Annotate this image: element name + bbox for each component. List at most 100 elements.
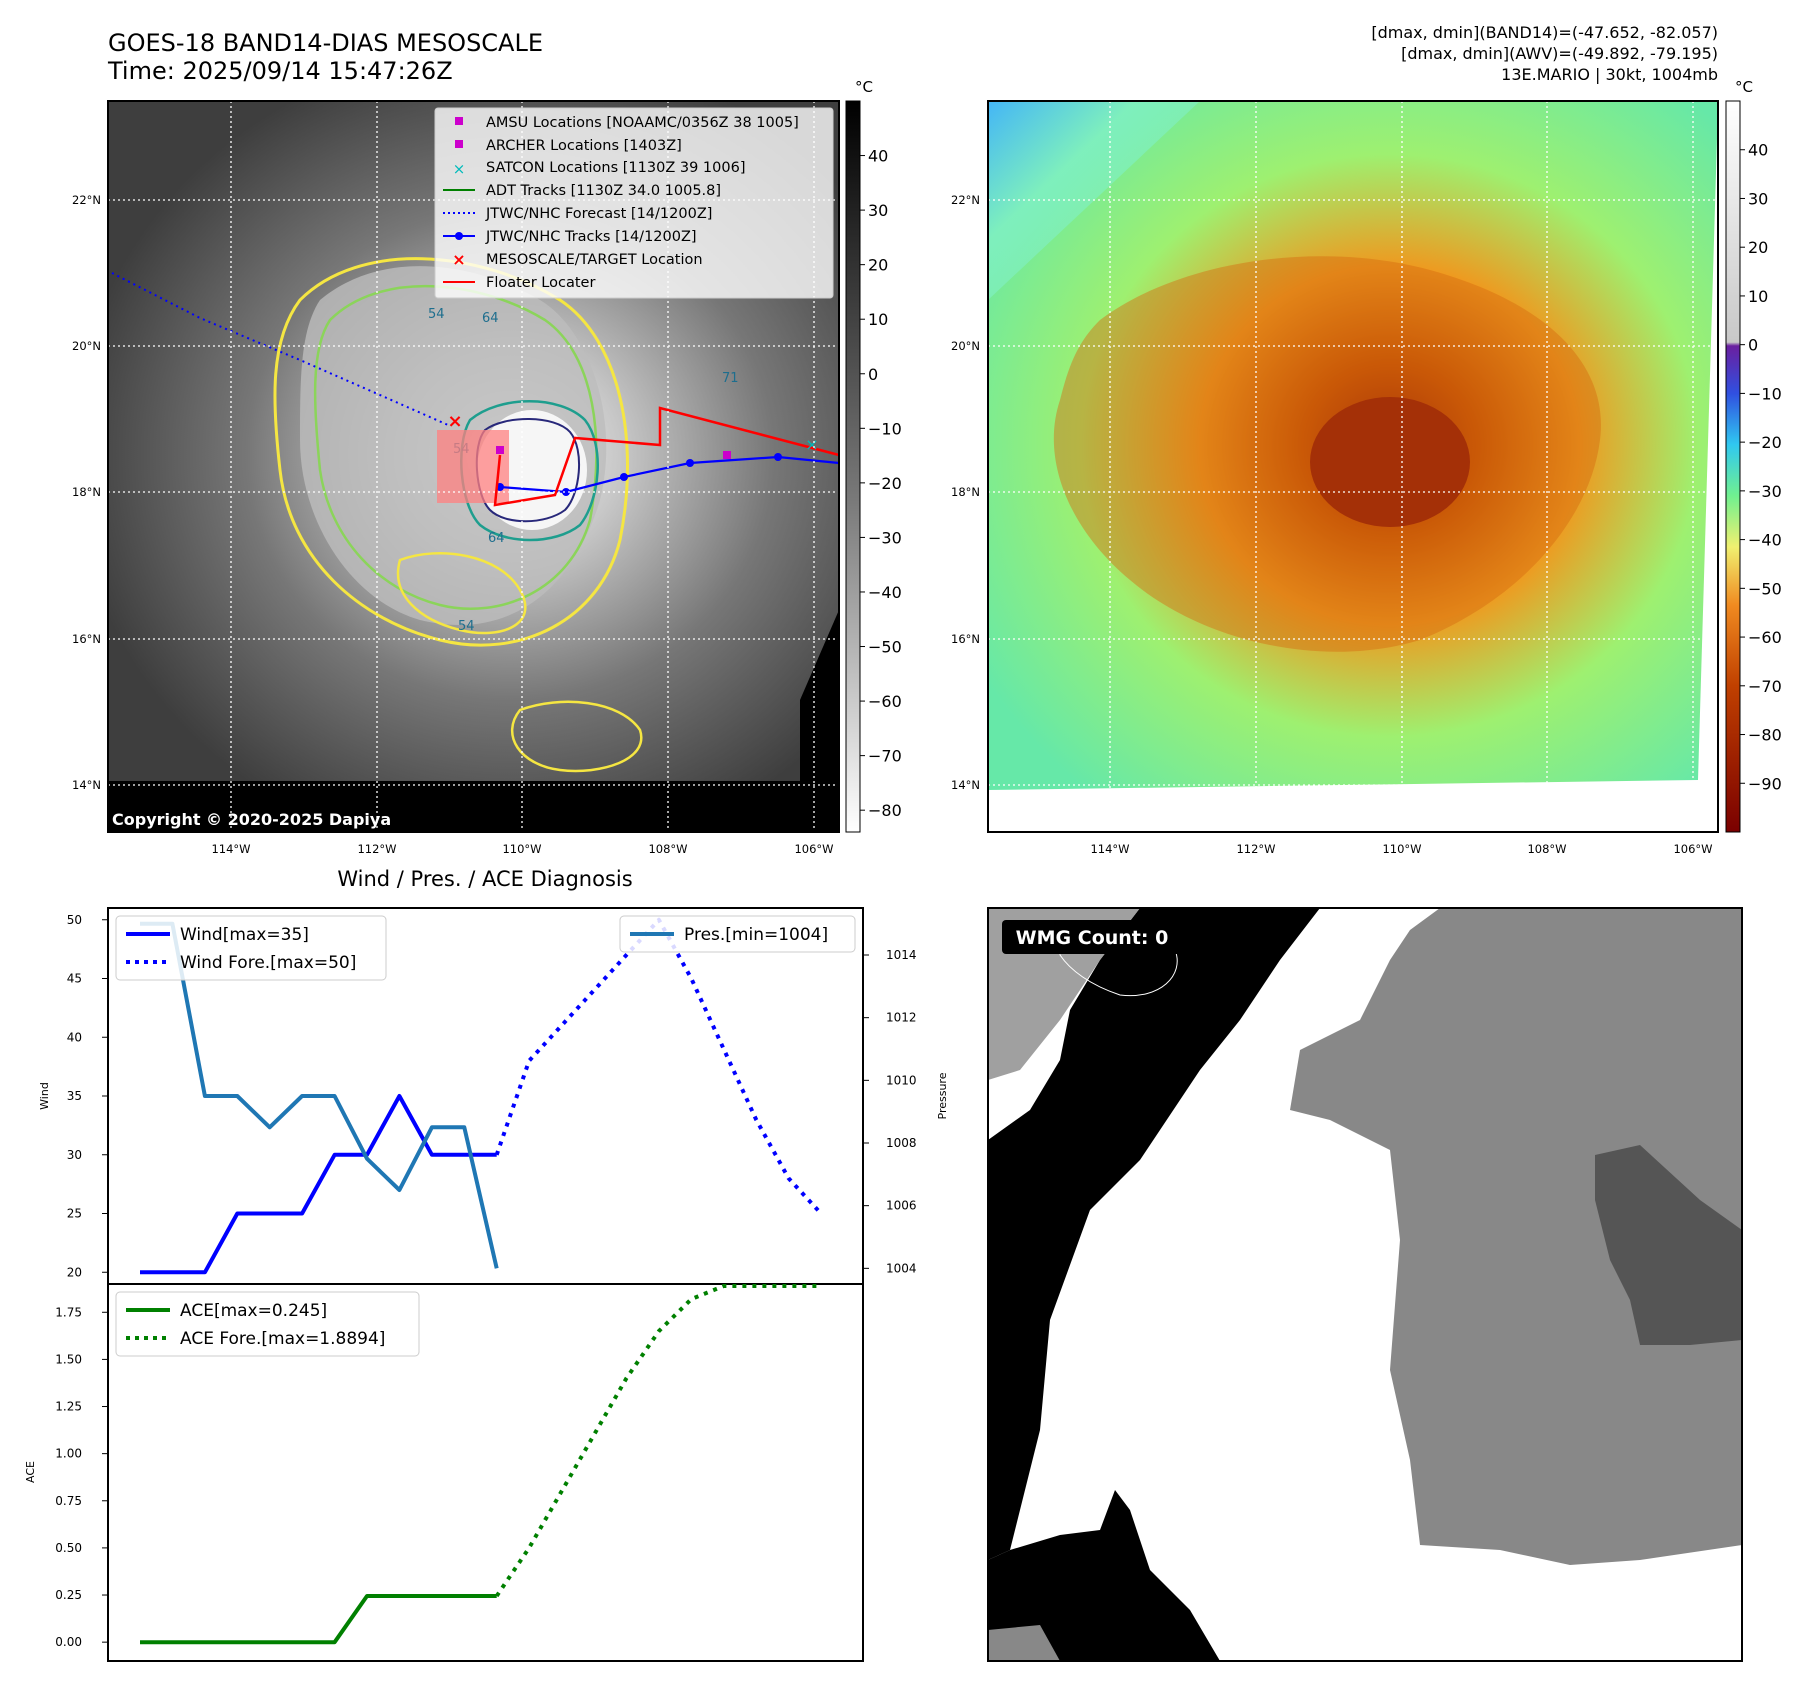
figure-title-line2: Time: 2025/09/14 15:47:26Z	[107, 57, 453, 85]
pressure-tick-label: 1006	[886, 1199, 917, 1213]
wind-tick-label: 50	[67, 913, 82, 927]
pressure-series-line	[140, 921, 499, 1269]
lat-label: 22°N	[951, 193, 980, 207]
left-map-lat-labels: 22°N 20°N 18°N 16°N 14°N	[72, 193, 101, 792]
pressure-tick-label: 1004	[886, 1261, 917, 1275]
colorbar-tick-label: −20	[1748, 433, 1782, 452]
wind-tick-label: 40	[67, 1030, 82, 1044]
wind-tick-label: 45	[67, 972, 82, 986]
ace-series-line	[140, 1594, 497, 1645]
lon-label: 108°W	[648, 842, 687, 856]
lat-label: 22°N	[72, 193, 101, 207]
jtwc-track-points	[496, 453, 782, 496]
map-legend: AMSU Locations [NOAAMC/0356Z 38 1005] AR…	[434, 107, 834, 299]
left-map-nodata-right	[800, 610, 839, 832]
legend-target-label: MESOSCALE/TARGET Location	[486, 252, 703, 268]
colorbar-tick-label: −80	[1748, 726, 1782, 745]
wmg-black-region-northwest	[988, 908, 1320, 1560]
pressure-right-ticks: 1014 1012 1010 1008 1006 1004	[863, 948, 917, 1275]
legend-satcon-label: SATCON Locations [1130Z 39 1006]	[486, 160, 745, 176]
ace-tick-label: 1.75	[55, 1305, 82, 1319]
left-map-contour-green	[313, 285, 598, 610]
wmg-count-badge	[1002, 920, 1182, 954]
left-colorbar-unit: °C	[855, 78, 873, 96]
ace-tick-label: 0.75	[55, 1494, 82, 1508]
pressure-legend-label: Pres.[min=1004]	[684, 925, 828, 945]
ace-tick-label: 0.50	[55, 1541, 82, 1555]
lon-label: 112°W	[357, 842, 396, 856]
colorbar-tick-label: 10	[868, 310, 888, 329]
info-line2: [dmax, dmin](AWV)=(-49.892, -79.195)	[1401, 44, 1718, 63]
colorbar-tick-label: 10	[1748, 287, 1768, 306]
ace-axes: 1.75 1.50 1.25 1.00 0.75 0.50 0.25 0.00 ACE ACE…	[24, 1283, 864, 1662]
jtwc-track-point	[774, 453, 782, 461]
right-colorbar-ticks: 40 30 20 10 0 −10 −20 −30 −40 −50 −60 −70 −80 −90	[1740, 141, 1782, 793]
wind-legend-box	[115, 915, 387, 981]
pressure-ylabel: Pressure	[936, 1072, 949, 1119]
wind-tick-label: 30	[67, 1148, 82, 1162]
right-map-cloud-band	[1053, 256, 1601, 652]
ace-legend-label: ACE[max=0.245]	[180, 1301, 327, 1321]
colorbar-tick-label: 30	[1748, 189, 1768, 208]
ace-tick-label: 0.00	[55, 1635, 82, 1649]
legend-amsu-label: AMSU Locations [NOAAMC/0356Z 38 1005]	[486, 115, 799, 131]
colorbar-tick-label: −60	[1748, 628, 1782, 647]
mesoscale-target-marker: ×	[447, 411, 462, 432]
left-map-contour-south	[396, 552, 527, 635]
satcon-location-marker: ×	[805, 435, 818, 454]
left-map-contour-southeast	[510, 700, 643, 773]
diagnosis-title: Wind / Pres. / ACE Diagnosis	[337, 867, 632, 891]
contour-label: 54	[428, 307, 445, 322]
colorbar-tick-label: 30	[868, 201, 888, 220]
colorbar-tick-label: −60	[868, 692, 902, 711]
colorbar-tick-label: −10	[868, 419, 902, 438]
right-colorbar-bar	[1725, 100, 1741, 833]
wind-legend-label: Wind[max=35]	[180, 925, 309, 945]
legend-floater-label: Floater Locater	[486, 275, 595, 291]
colorbar-tick-label: 20	[868, 256, 888, 275]
wind-ylabel: Wind	[38, 1082, 51, 1110]
pressure-tick-label: 1010	[886, 1073, 917, 1087]
colorbar-tick-label: −90	[1748, 774, 1782, 793]
ace-ylabel: ACE	[24, 1461, 37, 1483]
wind-tick-label: 25	[67, 1207, 82, 1221]
wind-tick-label: 20	[67, 1265, 82, 1279]
colorbar-tick-label: −20	[868, 474, 902, 493]
colorbar-tick-label: 0	[1748, 336, 1758, 355]
lat-label: 14°N	[951, 778, 980, 792]
wmg-frame	[987, 907, 1743, 1662]
contour-label: 64	[482, 311, 499, 326]
ace-legend-box	[115, 1291, 420, 1357]
info-line1: [dmax, dmin](BAND14)=(-47.652, -82.057)	[1371, 23, 1718, 42]
legend-satcon-swatch: ×	[453, 160, 466, 178]
left-map-nodata-corner	[108, 781, 839, 832]
jtwc-track-point	[620, 473, 628, 481]
colorbar-tick-label: −40	[1748, 531, 1782, 550]
archer-location-marker	[723, 451, 731, 459]
legend-tracks-label: JTWC/NHC Tracks [14/1200Z]	[485, 229, 697, 245]
jtwc-track-point	[562, 488, 570, 496]
jtwc-track	[499, 455, 840, 494]
right-map-frame	[987, 100, 1719, 833]
lon-label: 106°W	[794, 842, 833, 856]
contour-label: 71	[722, 371, 739, 386]
lat-label: 16°N	[951, 632, 980, 646]
map-legend-box	[434, 107, 834, 299]
contour-label: 54	[458, 619, 475, 634]
pressure-tick-label: 1014	[886, 948, 917, 962]
lat-label: 16°N	[72, 632, 101, 646]
colorbar-tick-label: −70	[1748, 677, 1782, 696]
colorbar-tick-label: −80	[868, 801, 902, 820]
wind-series-line	[140, 1094, 497, 1275]
wmg-gray-region-south	[988, 1625, 1060, 1661]
legend-target-swatch: ×	[452, 250, 465, 269]
ace-forecast-series-line	[495, 1284, 821, 1598]
colorbar-tick-label: −50	[868, 638, 902, 657]
wmg-black-region-south	[988, 1490, 1220, 1661]
legend-archer-label: ARCHER Locations [1403Z]	[486, 138, 682, 154]
contour-label: 64	[488, 531, 505, 546]
right-map-cold-core	[1310, 397, 1470, 527]
lon-label: 110°W	[1382, 842, 1421, 856]
legend-forecast-label: JTWC/NHC Forecast [14/1200Z]	[485, 206, 712, 222]
